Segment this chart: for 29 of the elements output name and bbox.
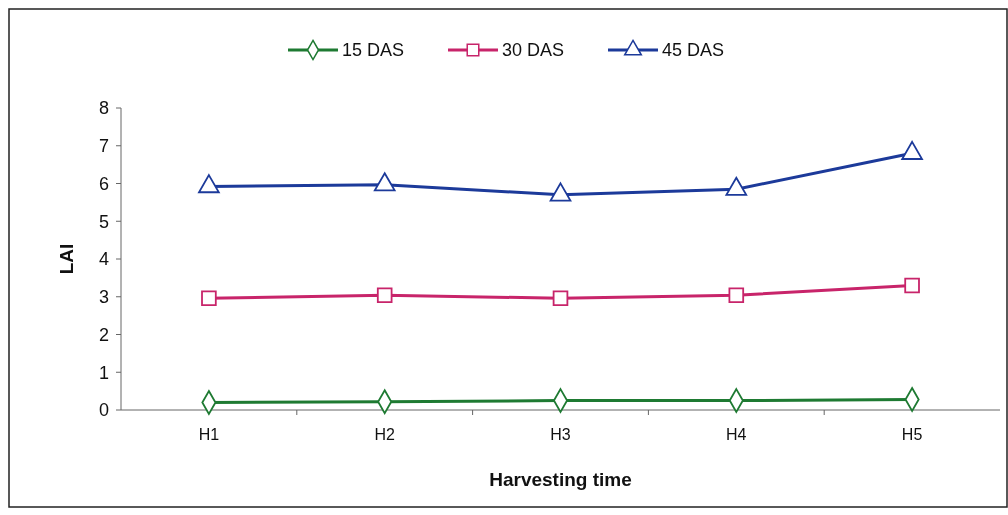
x-tick-label: H5 — [901, 426, 923, 443]
y-axis-title: LAI — [56, 243, 77, 275]
y-tick-label: 4 — [98, 249, 109, 270]
point — [373, 172, 396, 192]
point — [552, 290, 569, 307]
y-tick-label: 2 — [98, 324, 109, 345]
point — [376, 287, 393, 304]
point — [725, 176, 748, 196]
y-tick-label: 0 — [98, 400, 109, 421]
point — [201, 290, 217, 307]
y-tick-label: 3 — [98, 287, 109, 308]
y-tick-label: 5 — [98, 211, 109, 232]
y-tick-label: 8 — [98, 98, 109, 119]
x-axis-title: Harvesting time — [489, 469, 632, 490]
x-tick-label: H3 — [550, 426, 571, 443]
point — [728, 287, 745, 304]
y-tick-label: 1 — [98, 362, 109, 383]
y-tick-label: 6 — [98, 173, 109, 194]
legend-label: 30 DAS — [502, 40, 565, 61]
x-tick-label: H1 — [198, 426, 220, 443]
point — [549, 182, 572, 202]
point — [901, 140, 923, 160]
legend-label: 15 DAS — [342, 40, 405, 61]
point — [904, 277, 920, 294]
y-tick-label: 7 — [98, 136, 109, 157]
x-tick-label: H4 — [726, 426, 747, 443]
point — [198, 174, 220, 194]
legend-label: 45 DAS — [662, 40, 725, 61]
x-tick-label: H2 — [374, 426, 396, 443]
